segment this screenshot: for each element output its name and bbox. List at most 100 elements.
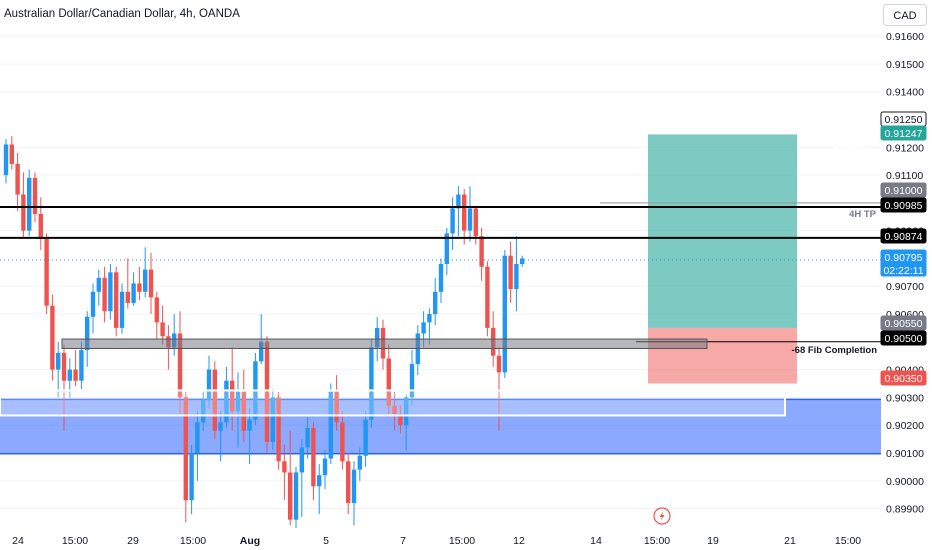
candle-body [259, 341, 264, 362]
candle-body [247, 419, 252, 431]
candle-body [235, 391, 241, 412]
x-tick-label: 24 [12, 535, 24, 547]
price-tag-label: 0.91250 [885, 114, 923, 126]
candle-body [137, 283, 142, 292]
candle-body [392, 405, 397, 415]
price-tag-box [880, 370, 927, 386]
candle-body [508, 255, 513, 290]
candle-body [311, 427, 316, 487]
candle-body [195, 422, 200, 453]
candle-body [433, 291, 438, 315]
candle-body [514, 264, 519, 290]
candle-body [264, 341, 270, 442]
candle-body [67, 369, 72, 381]
y-tick-label: 0.91100 [886, 170, 923, 182]
alert-icon[interactable] [653, 507, 671, 525]
candle-body [96, 277, 101, 292]
candle-body [160, 322, 165, 337]
candle-body [73, 369, 78, 381]
currency-button[interactable]: CAD [883, 4, 927, 26]
candle-body [114, 272, 119, 328]
y-tick-label: 0.90300 [886, 392, 924, 404]
candle-body [177, 333, 183, 398]
candle-body [241, 391, 246, 431]
x-tick-label: 15:00 [62, 535, 88, 547]
y-tick-label: 0.90100 [886, 448, 924, 460]
candle-body [102, 277, 107, 312]
candle-body [183, 397, 188, 501]
candle-body [282, 461, 287, 473]
candle-body [473, 208, 478, 237]
candle-body [369, 347, 374, 420]
candle-body [450, 208, 455, 234]
candle-body [299, 447, 304, 473]
candle-body [270, 397, 275, 442]
x-tick-label: 15:00 [644, 535, 670, 547]
candle-body [143, 269, 148, 292]
candle-body [363, 419, 368, 456]
grey-zone-box [61, 338, 708, 349]
candle-body [15, 163, 20, 195]
candle-body [79, 350, 84, 381]
candle-body [346, 461, 351, 503]
price-tag-box [880, 182, 927, 198]
candle-body [212, 369, 217, 431]
candle-body [351, 469, 357, 503]
candle-body [224, 380, 229, 423]
candle-body [444, 233, 449, 264]
candle-body [9, 144, 14, 164]
price-tag-box [880, 197, 927, 213]
candle-body [27, 177, 32, 231]
candle-body [125, 291, 130, 303]
x-tick-label: 5 [323, 535, 329, 547]
x-tick-label: 15:00 [180, 535, 206, 547]
price-tag-box [880, 330, 927, 346]
candle-body [85, 316, 90, 351]
price-tag-box [880, 315, 927, 331]
price-tag-box [880, 125, 927, 141]
candle-body [148, 269, 154, 298]
candle-body [50, 305, 55, 370]
overlays [0, 338, 786, 417]
time-axis-bg [0, 528, 932, 550]
candle-body [328, 391, 333, 459]
candle-body [189, 452, 194, 501]
price-tag-label: 0.90874 [885, 231, 923, 243]
candle-body [398, 414, 403, 426]
candle-body [520, 258, 525, 264]
price-tag-label: 0.90350 [885, 373, 923, 385]
position-profit-zone [648, 134, 797, 328]
candle-body [154, 297, 159, 323]
candle-body [119, 291, 125, 328]
long-position-tool[interactable] [648, 134, 797, 384]
time-axis[interactable]: 24 15:00 29 15:00 Aug 5 7 15:00 12 14 15:00 19 21 15:… [0, 528, 932, 550]
x-tick-label: 12 [513, 535, 525, 547]
candle-body [409, 364, 415, 398]
candle-body [456, 194, 461, 209]
candle-body [230, 380, 235, 412]
candle-body [276, 397, 281, 462]
candle-body [404, 397, 409, 426]
price-tag-label: 0.90500 [885, 333, 923, 345]
chart-title: Australian Dollar/Canadian Dollar, 4h, O… [4, 8, 240, 20]
x-tick-label: 15:00 [449, 535, 475, 547]
candle-body [44, 238, 49, 306]
candle-body [38, 213, 43, 239]
y-tick-label: 0.90000 [886, 476, 924, 488]
position-loss-zone [648, 327, 797, 384]
candle-body [21, 194, 26, 231]
candle-body [56, 352, 61, 370]
x-tick-label: 14 [590, 535, 602, 547]
price-tag-label: 0.90985 [885, 200, 923, 212]
x-tick-label: Aug [240, 535, 260, 547]
price-tag-box [880, 249, 927, 277]
price-tag-label: 0.90795 [885, 252, 923, 264]
candle-body [386, 358, 391, 406]
countdown-label: 02:22:11 [883, 265, 923, 277]
x-tick-label: 7 [400, 535, 406, 547]
candle-body [218, 422, 223, 431]
x-tick-label: 21 [784, 535, 796, 547]
annotations: DAILY TP 4H TP -68 Fib Completion [792, 139, 878, 355]
